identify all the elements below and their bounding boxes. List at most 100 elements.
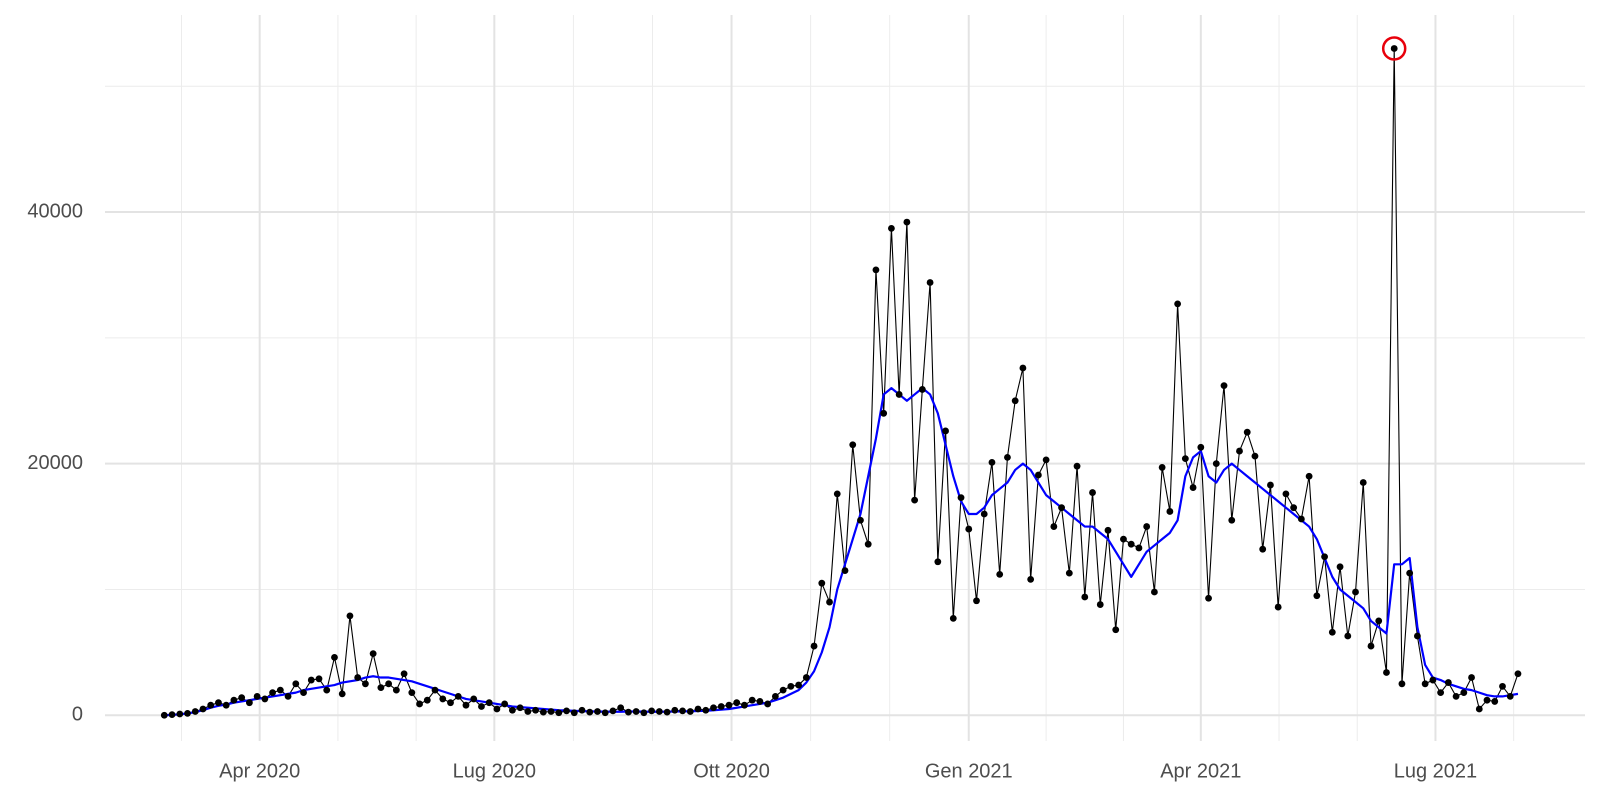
- data-point: [1321, 553, 1328, 561]
- data-point: [988, 458, 996, 466]
- data-point: [1297, 515, 1305, 523]
- data-point: [563, 707, 570, 715]
- data-point: [1313, 592, 1321, 600]
- data-point: [516, 704, 524, 712]
- data-point: [1344, 632, 1352, 640]
- data-point: [454, 693, 462, 700]
- x-tick-label: Lug 2020: [453, 760, 536, 782]
- highlight-ring: [1381, 36, 1407, 61]
- data-point: [1065, 569, 1073, 577]
- data-point: [1050, 523, 1058, 530]
- data-point: [880, 409, 888, 417]
- data-point: [555, 709, 563, 717]
- data-point: [864, 540, 872, 548]
- data-point: [269, 689, 276, 697]
- data-point: [377, 684, 385, 691]
- data-point: [686, 708, 694, 715]
- data-point: [810, 642, 818, 650]
- x-tick-label: Lug 2021: [1394, 760, 1477, 782]
- data-point: [230, 696, 238, 704]
- data-point: [1019, 364, 1027, 372]
- trend-line: [164, 387, 1519, 717]
- data-point: [640, 709, 648, 717]
- data-point: [648, 707, 656, 715]
- data-point: [710, 704, 717, 712]
- data-point: [903, 218, 911, 226]
- x-tick-label: Apr 2021: [1160, 760, 1241, 782]
- data-point: [346, 612, 354, 620]
- data-point: [253, 693, 261, 700]
- data-point: [1274, 603, 1282, 611]
- x-tick-label: Ott 2020: [693, 760, 770, 782]
- data-point: [501, 700, 509, 708]
- data-point: [1390, 45, 1398, 52]
- data-point: [1212, 460, 1220, 468]
- data-point: [524, 708, 532, 715]
- data-point: [1251, 452, 1259, 460]
- data-point: [594, 708, 601, 715]
- data-point: [276, 686, 284, 694]
- data-point: [238, 694, 246, 702]
- data-point: [895, 391, 903, 398]
- data-point: [833, 490, 841, 498]
- data-point: [1189, 484, 1197, 491]
- data-point: [655, 708, 663, 715]
- data-point: [632, 708, 640, 715]
- data-point: [1367, 642, 1375, 650]
- data-point: [965, 525, 973, 533]
- y-tick-label: 20000: [27, 452, 83, 474]
- data-point: [431, 686, 439, 694]
- data-point: [1220, 382, 1228, 390]
- x-tick-label: Gen 2021: [925, 760, 1013, 782]
- data-point: [207, 701, 215, 709]
- data-point: [779, 686, 787, 694]
- data-point: [663, 708, 671, 716]
- data-point: [1414, 632, 1421, 640]
- data-point: [748, 696, 756, 704]
- data-point: [1158, 464, 1166, 471]
- data-point: [1135, 544, 1143, 552]
- data-point: [191, 708, 199, 715]
- data-point: [1058, 504, 1065, 512]
- data-point: [1460, 689, 1468, 697]
- data-point: [439, 695, 447, 703]
- data-point: [1259, 545, 1267, 553]
- y-tick-label: 0: [72, 704, 83, 726]
- data-point: [331, 654, 338, 661]
- data-point: [1398, 680, 1406, 688]
- data-point: [841, 567, 849, 574]
- data-point: [1383, 669, 1390, 676]
- data-point: [826, 598, 833, 606]
- data-point: [478, 703, 485, 710]
- data-point: [338, 690, 346, 698]
- data-point: [300, 689, 307, 697]
- data-point: [625, 708, 632, 716]
- x-tick-label: Apr 2020: [219, 760, 300, 782]
- data-point: [1112, 626, 1120, 634]
- data-point: [423, 696, 431, 704]
- data-point: [1104, 526, 1112, 534]
- data-point: [284, 693, 292, 700]
- data-point: [787, 682, 795, 690]
- data-point: [973, 597, 980, 605]
- data-point: [818, 579, 826, 587]
- data-point: [1004, 453, 1011, 461]
- data-point: [702, 706, 710, 714]
- data-point: [741, 701, 748, 709]
- data-point: [756, 698, 764, 705]
- data-point: [949, 614, 957, 622]
- data-point: [1290, 504, 1298, 512]
- data-point: [872, 266, 880, 274]
- data-point: [1197, 443, 1205, 451]
- data-point: [199, 705, 207, 713]
- data-point: [392, 686, 400, 694]
- data-point: [307, 676, 315, 684]
- data-point: [671, 706, 679, 714]
- data-point: [1034, 471, 1042, 479]
- data-point: [1151, 588, 1158, 596]
- data-point: [168, 711, 176, 719]
- data-point: [694, 705, 702, 713]
- data-point: [215, 699, 222, 707]
- data-point: [679, 707, 686, 715]
- data-point: [888, 224, 895, 232]
